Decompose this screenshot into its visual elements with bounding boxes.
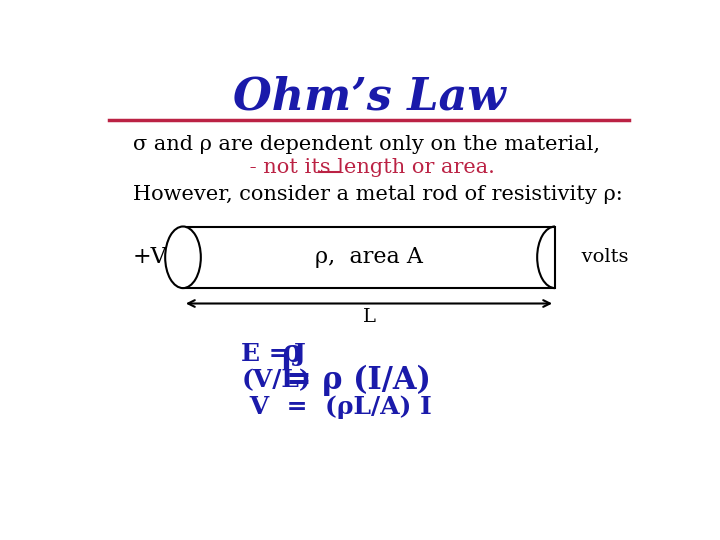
Ellipse shape [165, 226, 201, 288]
Text: However, consider a metal rod of resistivity ρ:: However, consider a metal rod of resisti… [132, 185, 622, 204]
Bar [555, 225, 575, 289]
Text: (V/L): (V/L) [241, 368, 311, 393]
Text: Ohm’s Law: Ohm’s Law [233, 76, 505, 119]
Text: J: J [294, 342, 306, 366]
Text: 0 volts: 0 volts [563, 248, 629, 266]
Text: ρ: ρ [282, 338, 302, 369]
Text: - not its length or area.: - not its length or area. [243, 158, 495, 177]
Bar [183, 226, 555, 288]
Ellipse shape [537, 226, 573, 288]
Text: ρ,  area A: ρ, area A [315, 246, 423, 268]
Text: = ρ (I/A): = ρ (I/A) [286, 365, 431, 396]
Text: V  =  (ρL/A) I: V = (ρL/A) I [241, 395, 432, 420]
Text: σ and ρ are dependent only on the material,: σ and ρ are dependent only on the materi… [132, 134, 600, 153]
Text: L: L [362, 308, 376, 326]
Text: E =: E = [241, 342, 299, 366]
Text: +V: +V [133, 246, 168, 268]
